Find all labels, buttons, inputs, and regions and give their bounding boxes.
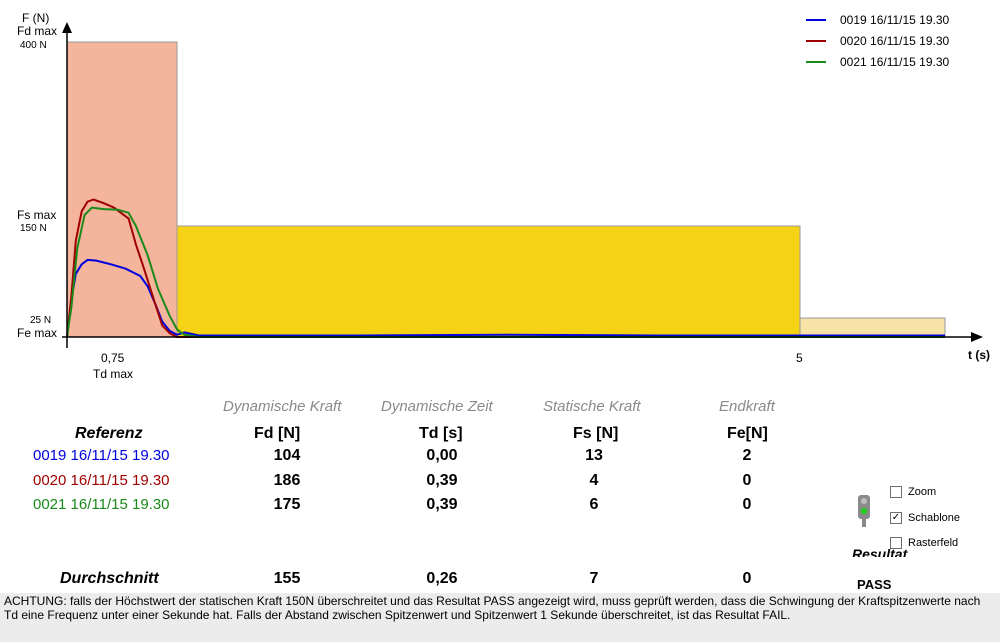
- traffic-light-icon: [858, 495, 870, 527]
- result-value: PASS: [857, 577, 892, 592]
- y-label-150: 150 N: [20, 223, 47, 234]
- row-0021-fd: 175: [273, 496, 301, 513]
- legend-label-0019: 0019 16/11/15 19.30: [840, 13, 950, 27]
- x-label-075: 0,75: [101, 351, 125, 365]
- template-zones: [66, 41, 946, 338]
- row-label-0019: 0019 16/11/15 19.30: [33, 447, 170, 464]
- row-0021-fs: 6: [589, 496, 599, 513]
- y-label-fd-max: Fd max: [17, 24, 57, 38]
- row-0020-td: 0,39: [426, 472, 458, 489]
- legend-label-0020: 0020 16/11/15 19.30: [840, 34, 950, 48]
- y-axis-label: F (N): [22, 11, 49, 25]
- schablone-checkbox[interactable]: ✓ Schablone: [890, 512, 960, 524]
- y-label-25: 25 N: [30, 315, 51, 326]
- result-title-clip: Resultat: [852, 546, 932, 557]
- row-0021-td: 0,39: [426, 496, 458, 513]
- row-0020-fs: 4: [589, 472, 599, 489]
- rasterfeld-checkbox-label: Rasterfeld: [908, 537, 959, 549]
- header-end-force: Endkraft: [719, 398, 775, 415]
- rasterfeld-checkbox[interactable]: Rasterfeld: [890, 537, 958, 549]
- header-dynamic-force: Dynamische Kraft: [223, 398, 342, 415]
- legend-label-0021: 0021 16/11/15 19.30: [840, 55, 950, 69]
- row-label-0021: 0021 16/11/15 19.30: [33, 496, 170, 513]
- series-line-3: [66, 206, 945, 338]
- y-label-fe-max: Fe max: [17, 326, 57, 340]
- reference-title: Referenz: [75, 425, 143, 442]
- unit-fe: Fe[N]: [727, 425, 768, 442]
- legend: 0019 16/11/15 19.30 0020 16/11/15 19.30 …: [806, 13, 950, 69]
- unit-td: Td [s]: [419, 425, 463, 442]
- average-fd: 155: [273, 570, 301, 587]
- average-label: Durchschnitt: [60, 570, 159, 587]
- row-0020-fd: 186: [273, 472, 301, 489]
- row-0019-fs: 13: [585, 447, 603, 464]
- x-label-td-max: Td max: [93, 367, 133, 381]
- template-zone-3: [799, 317, 946, 338]
- warning-note: ACHTUNG: falls der Höchstwert der statis…: [0, 593, 1000, 642]
- force-time-chart: F (N) Fd max 400 N Fs max 150 N 25 N Fe …: [17, 11, 990, 381]
- row-0019-td: 0,00: [426, 447, 458, 464]
- x-label-5: 5: [796, 351, 803, 365]
- header-dynamic-time: Dynamische Zeit: [381, 398, 493, 415]
- row-label-0020: 0020 16/11/15 19.30: [33, 472, 170, 489]
- unit-fd: Fd [N]: [254, 425, 301, 442]
- result-title: Resultat: [852, 546, 908, 557]
- y-axis-arrow: [62, 22, 72, 33]
- schablone-checkbox-label: Schablone: [908, 512, 960, 524]
- schablone-checkbox-box[interactable]: ✓: [890, 512, 902, 524]
- zoom-checkbox-label: Zoom: [908, 486, 937, 498]
- average-fe: 0: [742, 570, 752, 587]
- y-label-400: 400 N: [20, 40, 47, 51]
- row-0019-fd: 104: [273, 447, 301, 464]
- row-0020-fe: 0: [742, 472, 752, 489]
- row-0021-fe: 0: [742, 496, 752, 513]
- x-axis-arrow: [971, 332, 983, 342]
- row-0019-fe: 2: [742, 447, 752, 464]
- x-axis-label: t (s): [968, 348, 990, 362]
- average-td: 0,26: [426, 570, 458, 587]
- header-static-force: Statische Kraft: [543, 398, 641, 415]
- unit-fs: Fs [N]: [573, 425, 619, 442]
- template-zone-2: [176, 225, 801, 338]
- zoom-checkbox[interactable]: Zoom: [890, 486, 936, 498]
- average-fs: 7: [589, 570, 599, 587]
- rasterfeld-checkbox-box[interactable]: [890, 537, 902, 549]
- zoom-checkbox-box[interactable]: [890, 486, 902, 498]
- y-label-fs-max: Fs max: [17, 208, 56, 222]
